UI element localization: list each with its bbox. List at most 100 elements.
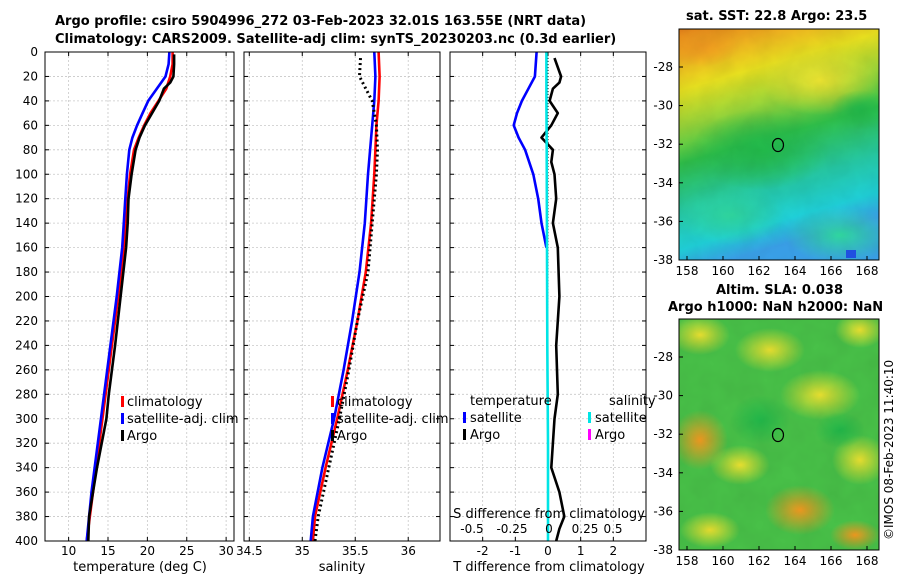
depth-tick-label: 220	[15, 314, 38, 328]
map-lat-tick: -36	[653, 504, 673, 518]
depth-tick-label: 180	[15, 265, 38, 279]
depth-tick-label: 40	[23, 94, 38, 108]
sst-map: 158 160 162 164 166 168 -28 -30 -32 -34 -36 -38	[653, 28, 880, 278]
depth-tick-label: 380	[15, 510, 38, 524]
legend-swatch	[463, 412, 466, 423]
legend-label: satellite-adj. clim	[127, 412, 239, 427]
series-line-satellite-temperature-	[512, 52, 548, 248]
map-lat-tick: -38	[653, 253, 673, 267]
map-lon-tick: 164	[784, 264, 807, 278]
map-lat-tick: -34	[653, 176, 673, 190]
legend-label: climatology	[337, 395, 413, 410]
x-tick-label: 25	[179, 544, 194, 558]
legend-label: Argo	[337, 429, 367, 444]
difference-panel: -2 -1 0 1 2 temperature salinity satellite satel…	[449, 51, 656, 558]
map-lon-tick: 158	[676, 264, 699, 278]
depth-tick-label: 120	[15, 192, 38, 206]
salinity-difference-tick-label: 0.5	[603, 522, 622, 536]
map-lon-tick: 164	[784, 554, 807, 568]
x-tick-label: 35	[295, 544, 310, 558]
map-lon-tick: 158	[676, 554, 699, 568]
legend-swatch	[588, 429, 591, 440]
argo-position-marker	[771, 427, 785, 443]
salinity-difference-tick-label: 0	[545, 522, 553, 536]
legend-swatch	[331, 413, 334, 424]
depth-tick-label: 320	[15, 436, 38, 450]
series-line-satellite-adj-clim	[85, 52, 171, 541]
sla-map: 158 160 162 164 166 168 -28 -30 -32 -34 -36 -38	[653, 318, 880, 568]
legend-label: Argo	[470, 428, 500, 443]
x-tick-label: 20	[140, 544, 155, 558]
sla-map-title-line1: Altim. SLA: 0.038	[716, 283, 843, 298]
series-line-climatology	[311, 52, 381, 541]
map-lon-tick: 168	[856, 264, 879, 278]
map-lon-tick: 160	[712, 264, 735, 278]
legend-label: Argo	[595, 428, 625, 443]
salinity-panel: 34.5 35 35.5 36 climatology satellite-adj. cl…	[236, 51, 449, 558]
x-tick-label: 0	[544, 544, 552, 558]
map-lon-tick: 162	[748, 264, 771, 278]
map-lat-tick: -28	[653, 350, 673, 364]
map-lat-tick: -30	[653, 389, 673, 403]
legend-label: Argo	[127, 429, 157, 444]
depth-tick-label: 140	[15, 216, 38, 230]
depth-tick-label: 340	[15, 461, 38, 475]
series-line-satellite-salinity-	[545, 52, 550, 541]
depth-tick-label: 280	[15, 387, 38, 401]
x-tick-label: 35.5	[342, 544, 369, 558]
x-tick-label: 34.5	[236, 544, 263, 558]
legend-title: salinity	[609, 394, 656, 409]
depth-tick-label: 200	[15, 290, 38, 304]
argo-position-marker	[771, 137, 785, 153]
depth-tick-label: 80	[23, 143, 38, 157]
x-tick-label: 15	[100, 544, 115, 558]
map-lat-tick: -38	[653, 543, 673, 557]
series-line-argo	[87, 54, 176, 541]
depth-tick-label: 400	[15, 534, 38, 548]
temperature-panel: 10 15 20 25 30 climatology satellite-adj. clim…	[44, 51, 239, 558]
legend-swatch	[463, 429, 466, 440]
panel-frame	[243, 51, 441, 542]
x-tick-label: 30	[218, 544, 233, 558]
depth-tick-label: 360	[15, 485, 38, 499]
legend-swatch	[121, 430, 124, 441]
legend-swatch	[331, 396, 334, 407]
difference-xlabel: T difference from climatology	[452, 560, 645, 575]
sla-map-title-line2: Argo h1000: NaN h2000: NaN	[668, 300, 884, 315]
map-lat-tick: -28	[653, 60, 673, 74]
map-lat-tick: -32	[653, 427, 673, 441]
imos-watermark: ©IMOS 08-Feb-2023 11:40:10	[882, 360, 896, 540]
legend-swatch	[121, 413, 124, 424]
map-lon-tick: 166	[820, 554, 843, 568]
map-lat-tick: -36	[653, 214, 673, 228]
legend-label: satellite-adj. clim	[337, 412, 449, 427]
map-lat-tick: -30	[653, 99, 673, 113]
depth-tick-label: 60	[23, 118, 38, 132]
depth-tick-label: 260	[15, 363, 38, 377]
salinity-difference-tick-label: -0.25	[496, 522, 527, 536]
salinity-difference-tick-label: -0.5	[460, 522, 483, 536]
x-tick-label: 2	[610, 544, 618, 558]
map-lon-tick: 160	[712, 554, 735, 568]
temperature-xlabel: temperature (deg C)	[73, 560, 207, 575]
legend-label: satellite	[595, 411, 647, 426]
x-tick-label: 1	[577, 544, 585, 558]
legend-title: temperature	[470, 394, 552, 409]
depth-tick-label: 20	[23, 69, 38, 83]
depth-tick-label: 0	[30, 45, 38, 59]
legend-swatch	[331, 430, 334, 441]
x-tick-label: 36	[401, 544, 416, 558]
salinity-xlabel: salinity	[319, 560, 366, 575]
plot-title-line2: Climatology: CARS2009. Satellite-adj cli…	[55, 32, 617, 47]
legend-swatch	[588, 412, 591, 423]
map-lat-tick: -34	[653, 466, 673, 480]
panel-frame	[449, 51, 647, 542]
depth-axis-labels: 0 20 40 60 80 100 120 140 160 180 200 220 240 260 280 3…	[15, 45, 38, 548]
series-line-argo-temperature-	[540, 57, 566, 541]
map-lat-tick: -32	[653, 137, 673, 151]
map-lon-tick: 166	[820, 264, 843, 278]
depth-tick-label: 240	[15, 338, 38, 352]
sst-map-title: sat. SST: 22.8 Argo: 23.5	[686, 9, 868, 24]
series-line-climatology	[85, 52, 174, 541]
